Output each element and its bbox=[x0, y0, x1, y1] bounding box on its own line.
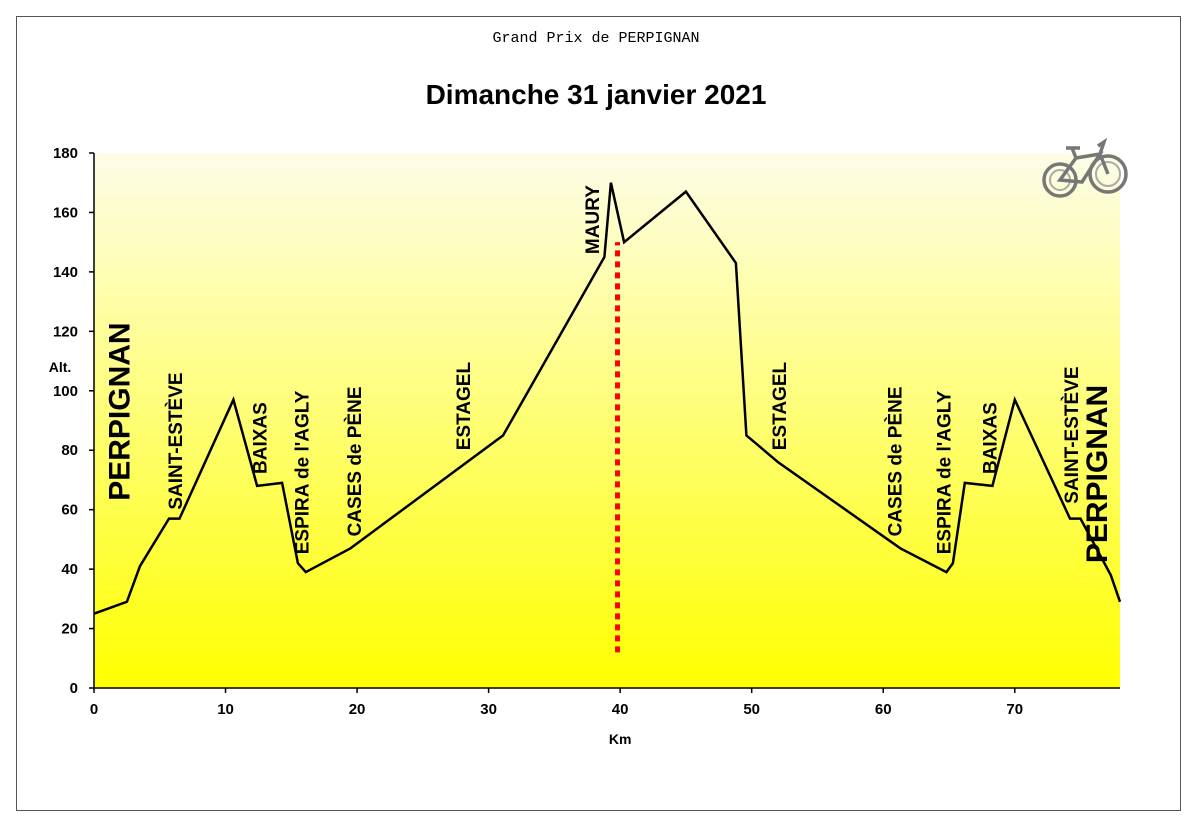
y-tick-label: 60 bbox=[61, 502, 78, 519]
place-label: PERPIGNAN bbox=[104, 322, 137, 500]
y-tick-label: 40 bbox=[61, 561, 78, 578]
chart-title: Dimanche 31 janvier 2021 bbox=[426, 79, 767, 110]
x-tick-label: 10 bbox=[217, 701, 234, 718]
place-labels: PERPIGNAN SAINT-ESTÈVE BAIXAS ESPIRA de l'A… bbox=[104, 185, 1114, 563]
place-label: ESTAGEL bbox=[770, 362, 791, 451]
x-tick-label: 60 bbox=[875, 701, 892, 718]
bicycle-icon bbox=[1042, 137, 1128, 198]
axis-ticks: 0 20 40 60 80 100 120 140 160 180 0 10 20 30 40 50 60 70 bbox=[53, 145, 1023, 718]
place-label: ESTAGEL bbox=[454, 362, 475, 451]
place-label: BAIXAS bbox=[250, 402, 271, 474]
place-label: ESPIRA de l'AGLY bbox=[934, 390, 955, 554]
place-label: SAINT-ESTÈVE bbox=[1061, 366, 1083, 503]
chart-supertitle: Grand Prix de PERPIGNAN bbox=[492, 30, 699, 47]
elevation-profile-line bbox=[93, 182, 1122, 615]
x-tick-label: 30 bbox=[480, 701, 497, 718]
y-tick-label: 20 bbox=[61, 621, 78, 638]
place-label: BAIXAS bbox=[980, 402, 1001, 474]
place-label: CASES de PÈNE bbox=[885, 386, 907, 536]
x-tick-label: 20 bbox=[349, 701, 366, 718]
y-axis-label: Alt. bbox=[49, 359, 72, 375]
x-tick-label: 40 bbox=[612, 701, 629, 718]
x-tick-label: 50 bbox=[743, 701, 760, 718]
place-label: SAINT-ESTÈVE bbox=[165, 372, 187, 509]
y-tick-label: 120 bbox=[53, 323, 78, 340]
x-axis-label: Km bbox=[609, 731, 632, 747]
plot-area-background bbox=[94, 153, 1120, 688]
y-tick-label: 80 bbox=[61, 442, 78, 459]
place-label: PERPIGNAN bbox=[1081, 385, 1114, 563]
y-tick-label: 140 bbox=[53, 264, 78, 281]
y-tick-label: 0 bbox=[70, 680, 78, 697]
x-tick-label: 70 bbox=[1006, 701, 1023, 718]
place-label: CASES de PÈNE bbox=[344, 386, 366, 536]
x-tick-label: 0 bbox=[90, 701, 98, 718]
y-tick-label: 100 bbox=[53, 383, 78, 400]
place-label: MAURY bbox=[583, 185, 604, 254]
place-label: ESPIRA de l'AGLY bbox=[292, 390, 313, 554]
y-tick-label: 160 bbox=[53, 204, 78, 221]
y-tick-label: 180 bbox=[53, 145, 78, 162]
